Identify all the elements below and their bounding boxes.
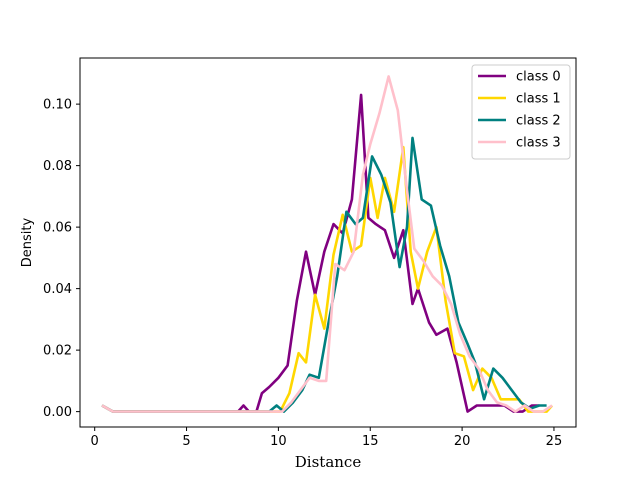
plot-frame [79, 57, 577, 428]
y-tick-label: 0.00 [43, 405, 72, 420]
legend-label-class-2: class 2 [516, 114, 561, 129]
legend-box [471, 64, 571, 160]
x-tick-label: 15 [362, 434, 379, 449]
x-tick-label: 20 [454, 434, 471, 449]
legend-label-class-0: class 0 [516, 70, 561, 85]
y-tick-label: 0.02 [43, 344, 72, 359]
legend-label-class-3: class 3 [516, 136, 561, 151]
legend-label-class-1: class 1 [516, 92, 561, 107]
y-axis: 0.00 0.02 0.04 0.06 0.08 0.10 [43, 98, 80, 420]
series-layer [101, 75, 554, 413]
series-line-class-3 [101, 75, 553, 413]
x-tick-label: 25 [546, 434, 563, 449]
x-tick-label: 10 [270, 434, 287, 449]
y-tick-label: 0.08 [43, 159, 72, 174]
x-tick-label: 0 [91, 434, 99, 449]
x-axis-label: Distance [295, 453, 362, 471]
y-axis-label: Density [20, 217, 35, 267]
y-tick-label: 0.04 [43, 282, 72, 297]
x-tick-label: 5 [182, 434, 190, 449]
legend: class 0 class 1 class 2 class 3 [471, 64, 571, 160]
y-tick-label: 0.10 [43, 98, 72, 113]
x-axis: 0 5 10 15 20 25 [91, 427, 563, 449]
y-tick-label: 0.06 [43, 221, 72, 236]
